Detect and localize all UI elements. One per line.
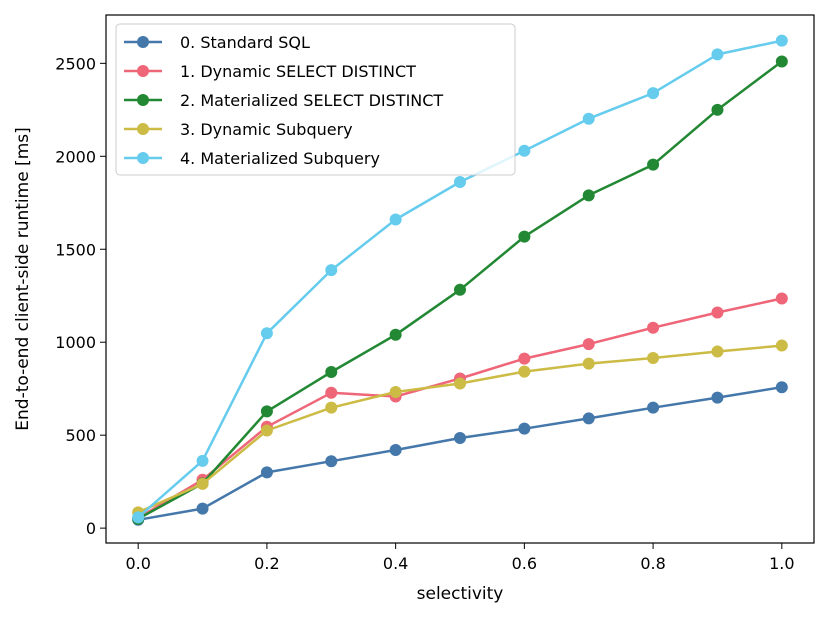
y-tick-label: 1500: [55, 240, 96, 259]
data-point: [325, 264, 338, 277]
legend-marker-0: [137, 36, 149, 48]
data-point: [775, 292, 788, 305]
data-point: [775, 381, 788, 394]
y-tick-label: 500: [65, 426, 96, 445]
data-point: [260, 466, 273, 479]
data-point: [582, 338, 595, 351]
data-point: [454, 175, 466, 188]
data-point: [647, 158, 660, 171]
y-tick-label: 2500: [55, 54, 96, 73]
data-point: [196, 477, 209, 490]
data-point: [389, 444, 402, 457]
series-layer: [132, 34, 788, 526]
legend-label-2: 2. Materialized SELECT DISTINCT: [180, 91, 443, 110]
y-tick-label: 1000: [55, 333, 96, 352]
legend-label-1: 1. Dynamic SELECT DISTINCT: [180, 62, 416, 81]
y-axis: 0 500 1000 1500 2000 2500: [55, 54, 106, 538]
data-point: [260, 327, 273, 340]
legend-label-0: 0. Standard SQL: [180, 33, 310, 52]
legend-marker-1: [137, 65, 149, 77]
data-point: [647, 87, 660, 100]
x-tick-label: 0.8: [640, 554, 665, 573]
legend-label-4: 4. Materialized Subquery: [180, 149, 380, 168]
data-point: [389, 386, 402, 399]
data-point: [582, 112, 595, 125]
x-tick-label: 1.0: [769, 554, 794, 573]
data-point: [582, 357, 595, 370]
data-point: [518, 365, 531, 378]
data-point: [711, 306, 724, 319]
legend-box: [115, 23, 516, 176]
data-point: [711, 345, 724, 358]
data-point: [582, 412, 595, 425]
data-point: [260, 424, 273, 437]
data-point: [775, 339, 788, 352]
data-point: [775, 34, 788, 47]
y-tick-label: 0: [86, 519, 96, 538]
data-point: [132, 511, 145, 524]
data-point: [196, 454, 209, 467]
data-point: [518, 422, 531, 435]
legend-marker-3: [137, 123, 149, 135]
data-point: [647, 401, 660, 414]
x-tick-label: 0.4: [383, 554, 408, 573]
x-axis-label: selectivity: [417, 584, 504, 604]
x-tick-label: 0.2: [254, 554, 279, 573]
x-axis: 0.0 0.2 0.4 0.6 0.8 1.0: [125, 543, 795, 573]
data-point: [389, 328, 402, 341]
x-tick-label: 0.0: [125, 554, 150, 573]
y-tick-label: 2000: [55, 147, 96, 166]
data-point: [454, 283, 466, 296]
series-3: [132, 339, 788, 519]
data-point: [518, 352, 531, 365]
data-point: [325, 455, 338, 468]
legend-label-3: 3. Dynamic Subquery: [180, 120, 353, 139]
legend-marker-4: [137, 152, 149, 164]
series-line-1: [137, 297, 783, 519]
data-point: [647, 352, 660, 365]
x-tick-label: 0.6: [512, 554, 537, 573]
data-point: [518, 144, 531, 157]
data-point: [711, 391, 724, 404]
data-point: [260, 405, 273, 418]
series-4: [132, 34, 788, 524]
plot-area-frame: [105, 14, 815, 544]
data-point: [711, 103, 724, 116]
legend-marker-2: [137, 94, 149, 106]
data-point: [775, 55, 788, 68]
series-0: [132, 381, 788, 526]
data-point: [518, 230, 531, 243]
data-point: [325, 386, 338, 399]
y-axis-label: End-to-end client-side runtime [ms]: [13, 127, 33, 430]
data-point: [711, 48, 724, 61]
series-1: [132, 292, 788, 524]
data-point: [389, 213, 402, 226]
data-point: [454, 431, 466, 444]
series-line-3: [137, 344, 782, 514]
data-point: [454, 377, 466, 390]
legend: 0. Standard SQL 1. Dynamic SELECT DISTINC…: [115, 23, 516, 176]
data-point: [325, 401, 338, 414]
data-point: [196, 502, 209, 515]
data-point: [582, 189, 595, 202]
data-point: [325, 365, 338, 378]
data-point: [647, 321, 660, 334]
